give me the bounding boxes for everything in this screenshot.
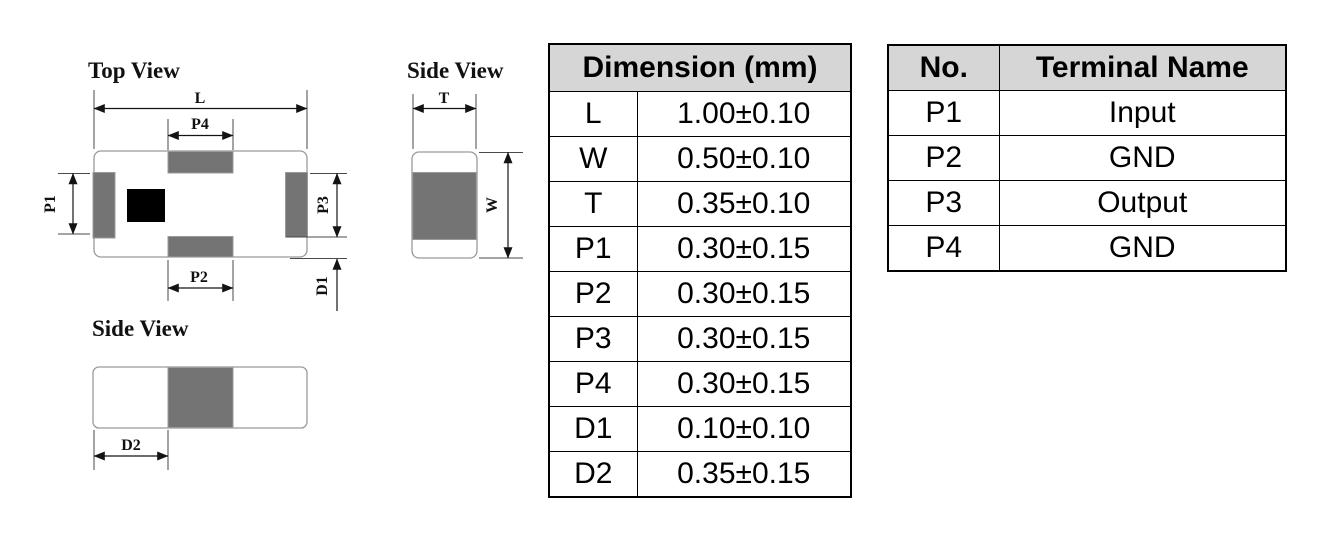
center-terminal-block <box>167 367 234 428</box>
table-row: T 0.35±0.10 <box>548 181 852 227</box>
terminal-name: Output <box>998 180 1287 226</box>
dimension-P3: P3 <box>286 173 347 238</box>
dim-label-p2: P2 <box>190 269 208 286</box>
pad-p2 <box>167 236 234 258</box>
dim-value: 0.30±0.15 <box>636 226 852 272</box>
top-view-title: Top View <box>88 58 180 83</box>
dim-name: P4 <box>548 361 638 407</box>
table-row: P4 GND <box>887 225 1287 272</box>
dimension-D1: D1 <box>290 258 347 311</box>
terminal-band <box>412 172 477 240</box>
dim-value: 0.30±0.15 <box>636 316 852 362</box>
table-row: P1 Input <box>887 90 1287 136</box>
dim-label-t: T <box>439 90 450 107</box>
dim-name: D1 <box>548 406 638 452</box>
table-row: P3 0.30±0.15 <box>548 316 852 362</box>
table-row: P2 GND <box>887 135 1287 181</box>
terminal-table-header-no: No. <box>887 44 1000 91</box>
terminal-table-header-name: Terminal Name <box>998 44 1287 91</box>
pad-p4 <box>167 151 234 174</box>
terminal-name: Input <box>998 90 1287 136</box>
terminal-table: No. Terminal Name P1 Input P2 GND P3 Out… <box>887 44 1287 272</box>
table-row: L 1.00±0.10 <box>548 91 852 137</box>
dim-label-p3: P3 <box>315 196 332 214</box>
dim-name: L <box>548 91 638 137</box>
terminal-no: P3 <box>887 180 1000 226</box>
terminal-name: GND <box>998 135 1287 181</box>
table-row: P2 0.30±0.15 <box>548 271 852 317</box>
dim-label-p1: P1 <box>42 195 59 213</box>
dimension-P2: P2 <box>167 260 234 301</box>
pad-p3 <box>285 172 308 238</box>
polarity-mark <box>127 189 165 222</box>
table-row: D1 0.10±0.10 <box>548 406 852 452</box>
dim-label-d1: D1 <box>314 276 331 296</box>
terminal-name: GND <box>998 225 1287 272</box>
dim-value: 0.50±0.10 <box>636 136 852 182</box>
dim-name: P1 <box>548 226 638 272</box>
dimension-table-header: Dimension (mm) <box>548 43 852 92</box>
dim-name: W <box>548 136 638 182</box>
dim-label-w: W <box>484 197 501 213</box>
dimension-P4: P4 <box>167 116 234 150</box>
table-row: P4 0.30±0.15 <box>548 361 852 407</box>
dim-value: 1.00±0.10 <box>636 91 852 137</box>
dimension-T: T <box>412 90 477 149</box>
terminal-no: P4 <box>887 225 1000 272</box>
table-row: D2 0.35±0.15 <box>548 451 852 498</box>
dimension-table-header-row: Dimension (mm) <box>548 43 852 92</box>
package-outline-figure: Top View L P4 P1 <box>42 58 523 470</box>
dim-label-l: L <box>195 90 206 107</box>
dim-name: D2 <box>548 451 638 498</box>
dimension-D2: D2 <box>93 430 169 470</box>
dim-value: 0.35±0.15 <box>636 451 852 498</box>
dimension-W: W <box>479 152 523 259</box>
dim-value: 0.35±0.10 <box>636 181 852 227</box>
dim-label-d2: D2 <box>121 437 141 454</box>
pad-p1 <box>92 172 116 239</box>
dim-name: T <box>548 181 638 227</box>
dim-value: 0.30±0.15 <box>636 361 852 407</box>
table-row: P1 0.30±0.15 <box>548 226 852 272</box>
side-view-bottom-title: Side View <box>92 316 189 341</box>
dimension-table: Dimension (mm) L 1.00±0.10 W 0.50±0.10 T… <box>548 43 852 498</box>
dim-name: P3 <box>548 316 638 362</box>
side-view-front: Side View T W <box>407 58 523 259</box>
side-view-bottom: Side View D2 <box>92 316 308 470</box>
terminal-table-header-row: No. Terminal Name <box>887 44 1287 91</box>
top-view: Top View L P4 P1 <box>42 58 347 311</box>
dimension-L: L <box>93 90 308 149</box>
terminal-no: P1 <box>887 90 1000 136</box>
table-row: W 0.50±0.10 <box>548 136 852 182</box>
dim-name: P2 <box>548 271 638 317</box>
side-view-front-title: Side View <box>407 58 504 83</box>
terminal-no: P2 <box>887 135 1000 181</box>
dim-value: 0.10±0.10 <box>636 406 852 452</box>
dimension-P1: P1 <box>42 173 90 235</box>
dim-label-p4: P4 <box>191 116 209 133</box>
dim-value: 0.30±0.15 <box>636 271 852 317</box>
table-row: P3 Output <box>887 180 1287 226</box>
